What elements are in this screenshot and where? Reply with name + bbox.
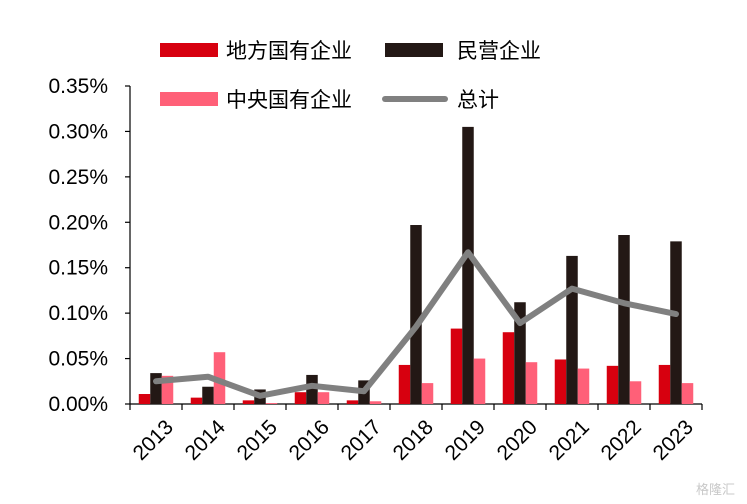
legend-label: 中央国有企业 [226, 88, 352, 112]
x-tick-label: 2019 [441, 416, 490, 465]
bar-2021-1 [566, 255, 578, 404]
legend-label: 总计 [457, 88, 499, 112]
legend-label: 地方国有企业 [226, 39, 352, 63]
y-tick-label: 0.15% [48, 257, 108, 280]
bar-2013-0 [138, 394, 151, 404]
bar-2020-1 [514, 302, 526, 404]
x-tick-label: 2021 [545, 416, 594, 465]
y-tick-label: 0.05% [48, 348, 108, 371]
bar-2016-1 [306, 374, 318, 404]
bar-2017-0 [346, 400, 359, 404]
y-tick-label: 0.00% [48, 393, 108, 416]
legend-swatch [160, 92, 218, 106]
bar-2013-1 [150, 373, 162, 404]
x-tick-label: 2023 [649, 416, 698, 465]
bar-2020-0 [502, 332, 515, 404]
bar-2014-1 [202, 386, 214, 404]
bar-2022-0 [606, 365, 619, 404]
bar-2016-0 [294, 392, 307, 404]
bar-2014-0 [190, 397, 203, 404]
x-tick-label: 2020 [493, 416, 542, 465]
bar-2016-2 [317, 392, 330, 404]
y-tick-label: 0.30% [48, 120, 108, 143]
bar-2017-2 [369, 401, 382, 404]
x-tick-label: 2018 [389, 416, 438, 465]
bar-2023-2 [681, 383, 694, 404]
y-tick-label: 0.35% [48, 75, 108, 98]
x-tick-label: 2013 [129, 416, 178, 465]
watermark: 格隆汇 [695, 483, 735, 498]
legend-swatch [385, 43, 443, 57]
bar-2018-2 [421, 383, 434, 404]
x-tick-label: 2022 [597, 416, 646, 465]
y-tick-label: 0.10% [48, 302, 108, 325]
x-tick-label: 2015 [233, 416, 282, 465]
x-tick-label: 2014 [181, 415, 231, 465]
bar-2021-2 [577, 368, 590, 404]
bar-2015-2 [265, 403, 278, 404]
bar-2020-2 [525, 362, 538, 404]
bar-2023-0 [658, 364, 671, 404]
y-tick-label: 0.20% [48, 211, 108, 234]
bar-2022-2 [629, 381, 642, 404]
bar-2021-0 [554, 359, 567, 404]
bar-2023-1 [670, 241, 682, 404]
bar-2019-0 [450, 328, 463, 404]
x-tick-label: 2017 [337, 416, 386, 465]
legend-swatch [160, 43, 218, 57]
bar-2019-2 [473, 358, 486, 404]
bar-2022-1 [618, 235, 630, 404]
bar-2018-1 [410, 225, 422, 404]
bar-2013-2 [161, 375, 174, 404]
bar-2019-1 [462, 126, 474, 404]
bar-2015-0 [242, 400, 255, 404]
y-tick-label: 0.25% [48, 166, 108, 189]
legend-label: 民营企业 [457, 39, 541, 63]
bar-2018-0 [398, 364, 411, 404]
x-tick-label: 2016 [285, 416, 334, 465]
